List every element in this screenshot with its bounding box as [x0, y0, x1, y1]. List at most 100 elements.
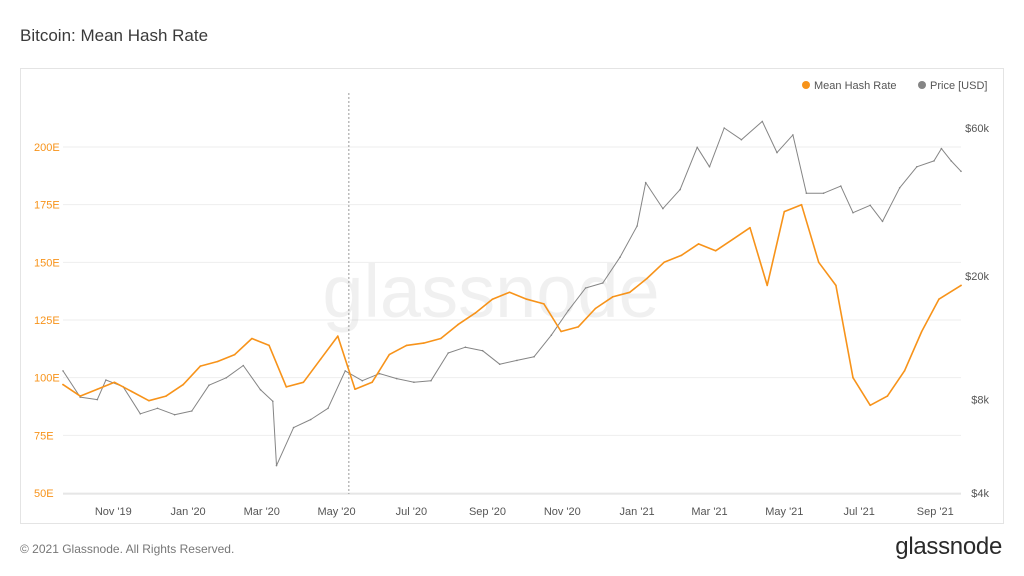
data-point	[447, 352, 450, 354]
data-point	[233, 353, 236, 356]
data-point	[182, 383, 184, 386]
data-point	[950, 160, 952, 162]
data-point	[644, 181, 647, 184]
data-point	[148, 399, 150, 402]
y-tick-label-left: 75E	[34, 430, 54, 442]
data-point	[629, 291, 631, 294]
y-tick-label-right: $60k	[965, 123, 989, 135]
data-point	[840, 185, 842, 187]
data-point	[516, 359, 518, 362]
x-tick-label: May '20	[317, 506, 355, 518]
x-tick-label: Sep '21	[917, 506, 954, 518]
x-tick-label: Nov '20	[544, 506, 581, 518]
data-point	[457, 323, 459, 326]
y-tick-label-left: 125E	[34, 315, 60, 327]
data-point	[611, 296, 614, 298]
data-point	[567, 309, 570, 312]
data-point	[395, 377, 398, 380]
y-axis-left: 50E 75E 100E 125E 150E 175E 200E	[34, 142, 60, 500]
data-point	[405, 344, 408, 347]
hash-series	[62, 203, 962, 407]
data-point	[156, 407, 159, 410]
hash-rate-chart[interactable]: glassnode 50E 75E 100E 125E 150E 175E 200E $4k…	[21, 69, 1003, 523]
data-point	[337, 335, 339, 337]
data-point	[594, 307, 597, 310]
legend-item-mean-hash-rate[interactable]: Mean Hash Rate	[802, 80, 897, 92]
data-point	[96, 398, 99, 401]
data-point	[714, 250, 717, 252]
data-point	[916, 166, 918, 168]
data-point	[242, 364, 245, 367]
x-tick-label: Mar '21	[691, 506, 727, 518]
data-point	[602, 282, 604, 284]
data-point	[464, 346, 467, 349]
data-point	[920, 330, 923, 333]
data-point	[869, 204, 871, 207]
data-point	[165, 395, 167, 397]
data-point	[354, 388, 356, 391]
data-point	[619, 256, 621, 258]
data-point	[584, 287, 587, 289]
legend-dot-price	[918, 81, 926, 89]
data-point	[636, 225, 638, 227]
data-point	[696, 146, 698, 149]
data-point	[498, 363, 501, 366]
data-point	[852, 376, 854, 379]
data-point	[577, 326, 579, 328]
data-point	[525, 298, 528, 300]
data-point	[139, 413, 142, 415]
x-tick-label: Jan '21	[620, 506, 655, 518]
data-point	[199, 365, 202, 367]
data-point	[508, 291, 511, 294]
chart-panel: glassnode 50E 75E 100E 125E 150E 175E 200E $4k…	[20, 68, 1004, 524]
data-point	[361, 379, 364, 382]
x-axis: Nov '19 Jan '20 Mar '20 May '20 Jul '20 Sep '…	[95, 506, 954, 518]
data-point	[783, 210, 786, 213]
data-point	[680, 254, 683, 257]
grid-lines	[63, 146, 961, 495]
x-tick-label: Jul '21	[843, 506, 874, 518]
y-tick-label-left: 50E	[34, 488, 54, 500]
data-point	[881, 220, 884, 223]
data-point	[766, 284, 768, 287]
data-point	[960, 170, 962, 173]
data-point	[898, 187, 901, 189]
legend-item-price[interactable]: Price [USD]	[918, 80, 987, 92]
data-point	[310, 418, 312, 421]
data-point	[886, 395, 889, 397]
data-point	[800, 203, 803, 206]
watermark: glassnode	[322, 250, 659, 333]
data-point	[646, 277, 648, 280]
x-tick-label: Nov '19	[95, 506, 132, 518]
legend-label-price: Price [USD]	[930, 80, 987, 92]
data-point	[960, 284, 962, 287]
data-point	[822, 192, 825, 194]
data-point	[62, 383, 64, 386]
y-tick-label-right: $20k	[965, 271, 989, 283]
data-point	[723, 127, 725, 129]
data-point	[388, 353, 391, 356]
data-point	[285, 386, 288, 388]
data-point	[272, 400, 274, 403]
data-point	[225, 377, 227, 379]
data-point	[259, 389, 262, 391]
data-point	[474, 312, 477, 314]
copyright-text: © 2021 Glassnode. All Rights Reserved.	[20, 542, 235, 556]
data-point	[740, 138, 743, 141]
data-point	[268, 344, 270, 347]
data-point	[371, 381, 373, 384]
data-point	[302, 381, 305, 384]
data-point	[852, 211, 854, 214]
data-point	[113, 381, 116, 384]
y-axis-right: $4k $8k $20k $60k	[965, 123, 989, 500]
data-point	[173, 413, 176, 416]
data-point	[732, 238, 734, 241]
series-line-price-usd	[62, 120, 962, 467]
chart-title: Bitcoin: Mean Hash Rate	[20, 26, 209, 45]
data-point	[749, 226, 751, 229]
data-point	[344, 370, 347, 372]
data-point	[903, 369, 906, 372]
data-point	[292, 426, 295, 429]
data-point	[679, 188, 681, 191]
data-point	[662, 207, 664, 210]
